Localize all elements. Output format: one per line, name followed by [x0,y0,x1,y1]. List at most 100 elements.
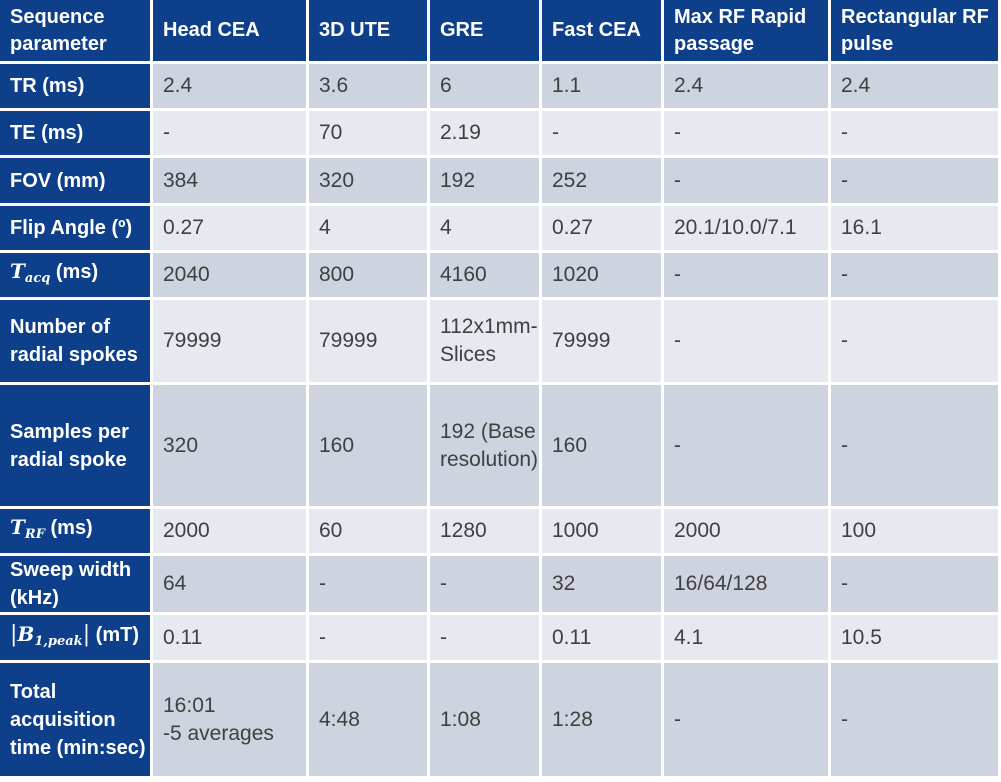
table-cell: - [430,556,542,615]
row-label-t-acq: Tacq (ms) [0,253,153,300]
table-cell: 1.1 [542,64,664,111]
table-cell: 160 [309,385,430,509]
table-cell: 112x1mm-Slices [430,300,542,385]
table-cell: - [153,111,309,158]
table-cell: 2040 [153,253,309,300]
table-cell: 1020 [542,253,664,300]
table-cell: 1:28 [542,663,664,779]
label-unit: (ms) [50,261,99,283]
table-cell: 2000 [664,509,831,556]
table-cell: - [831,556,1001,615]
table-cell: - [664,300,831,385]
table-cell: 6 [430,64,542,111]
table-row: Sweep width (kHz) 64 - - 32 16/64/128 - [0,556,1001,615]
row-label: Flip Angle (º) [0,206,153,253]
table-cell: - [831,111,1001,158]
table-cell: 2.4 [153,64,309,111]
column-header-head-cea: Head CEA [153,0,309,64]
table-cell: - [831,253,1001,300]
subscript-rf: RF [24,527,45,542]
table-cell: 0.11 [542,615,664,663]
table-cell: - [831,300,1001,385]
table-cell: 2.19 [430,111,542,158]
table-cell: 384 [153,158,309,206]
table-cell: 4.1 [664,615,831,663]
table-cell: 70 [309,111,430,158]
table-cell: 1000 [542,509,664,556]
symbol-t: T [10,259,25,283]
table-cell: 60 [309,509,430,556]
table-cell: - [664,663,831,779]
table-row: Samples per radial spoke 320 160 192 (Ba… [0,385,1001,509]
table-cell: - [664,253,831,300]
table-cell: 79999 [309,300,430,385]
table-cell: - [309,556,430,615]
table-cell: 192 (Base resolution) [430,385,542,509]
table-cell: 100 [831,509,1001,556]
table-cell: 79999 [153,300,309,385]
table-row: FOV (mm) 384 320 192 252 - - [0,158,1001,206]
table-cell: - [831,158,1001,206]
table-row: TR (ms) 2.4 3.6 6 1.1 2.4 2.4 [0,64,1001,111]
subscript-1-peak: 1,peak [34,633,83,649]
table-cell: 4 [309,206,430,253]
table-cell: 4 [430,206,542,253]
label-unit: (ms) [44,517,93,539]
symbol-t: T [10,515,25,539]
table-cell: 252 [542,158,664,206]
table-cell: 2.4 [664,64,831,111]
table-cell: 20.1/10.0/7.1 [664,206,831,253]
header-row: Sequence parameter Head CEA 3D UTE GRE F… [0,0,1001,64]
table-cell: - [831,663,1001,779]
table-cell: - [430,615,542,663]
table-cell: 79999 [542,300,664,385]
table-cell: 0.27 [153,206,309,253]
table-cell: 2.4 [831,64,1001,111]
table-cell: 32 [542,556,664,615]
column-header-fast-cea: Fast CEA [542,0,664,64]
table-cell: 320 [309,158,430,206]
row-label: TR (ms) [0,64,153,111]
table-cell: 800 [309,253,430,300]
table-cell: 16/64/128 [664,556,831,615]
column-header-max-rf-rapid-passage: Max RF Rapid passage [664,0,831,64]
table-cell: - [831,385,1001,509]
row-label-t-rf: TRF (ms) [0,509,153,556]
table-cell: 192 [430,158,542,206]
table-cell: - [664,111,831,158]
row-label-b1-peak: |B1,peak| (mT) [0,615,153,663]
table-cell: 4:48 [309,663,430,779]
subscript-acq: acq [24,271,51,286]
table-cell: 1:08 [430,663,542,779]
abs-bar-left: | [10,621,18,647]
table-cell: 320 [153,385,309,509]
table-cell: 1280 [430,509,542,556]
label-unit: (mT) [90,623,140,646]
table-cell: 4160 [430,253,542,300]
column-header-sequence-parameter: Sequence parameter [0,0,153,64]
table-cell: 0.11 [153,615,309,663]
table-cell: 64 [153,556,309,615]
table-cell: - [664,385,831,509]
table-row: TE (ms) - 70 2.19 - - - [0,111,1001,158]
row-label: Total acquisition time (min:sec) [0,663,153,779]
table-row: TRF (ms) 2000 60 1280 1000 2000 100 [0,509,1001,556]
row-label: Sweep width (kHz) [0,556,153,615]
table-cell: 160 [542,385,664,509]
table-cell: 16:01 -5 averages [153,663,309,779]
row-label: Number of radial spokes [0,300,153,385]
column-header-gre: GRE [430,0,542,64]
row-label: Samples per radial spoke [0,385,153,509]
table-cell: 3.6 [309,64,430,111]
table-cell: 10.5 [831,615,1001,663]
table-row: Tacq (ms) 2040 800 4160 1020 - - [0,253,1001,300]
row-label: FOV (mm) [0,158,153,206]
table-cell: 0.27 [542,206,664,253]
row-label: TE (ms) [0,111,153,158]
symbol-b: B [17,621,35,646]
table-cell: - [309,615,430,663]
column-header-rectangular-rf-pulse: Rectangular RF pulse [831,0,1001,64]
table-row: Flip Angle (º) 0.27 4 4 0.27 20.1/10.0/7… [0,206,1001,253]
table-row: |B1,peak| (mT) 0.11 - - 0.11 4.1 10.5 [0,615,1001,663]
